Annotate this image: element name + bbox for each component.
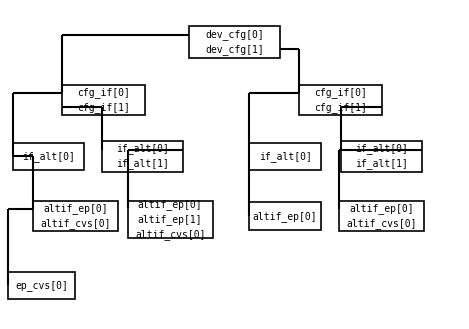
Text: altif_ep[0]
altif_ep[1]
altif_cvs[0]: altif_ep[0] altif_ep[1] altif_cvs[0] (135, 199, 205, 240)
Text: altif_ep[0]
altif_cvs[0]: altif_ep[0] altif_cvs[0] (41, 203, 111, 229)
Text: if_alt[0]
if_alt[1]: if_alt[0] if_alt[1] (116, 143, 169, 169)
Bar (341, 141, 422, 172)
Text: altif_ep[0]: altif_ep[0] (253, 211, 318, 221)
Text: cfg_if[0]
cfg_if[1]: cfg_if[0] cfg_if[1] (77, 87, 130, 113)
Text: altif_ep[0]
altif_cvs[0]: altif_ep[0] altif_cvs[0] (346, 203, 417, 229)
Bar (339, 201, 424, 231)
Bar (250, 202, 321, 230)
Text: ep_cvs[0]: ep_cvs[0] (15, 280, 68, 291)
Bar (128, 201, 212, 238)
Bar (33, 201, 119, 231)
Text: if_alt[0]: if_alt[0] (22, 151, 75, 162)
Bar (62, 85, 145, 115)
Bar (102, 141, 183, 172)
Bar (299, 85, 382, 115)
Bar (250, 143, 321, 170)
Bar (13, 143, 84, 170)
Text: if_alt[0]: if_alt[0] (258, 151, 311, 162)
Text: cfg_if[0]
cfg_if[1]: cfg_if[0] cfg_if[1] (314, 87, 367, 113)
Text: dev_cfg[0]
dev_cfg[1]: dev_cfg[0] dev_cfg[1] (205, 29, 264, 55)
Bar (8, 272, 75, 299)
Text: if_alt[0]
if_alt[1]: if_alt[0] if_alt[1] (355, 143, 408, 169)
Bar (189, 26, 280, 58)
